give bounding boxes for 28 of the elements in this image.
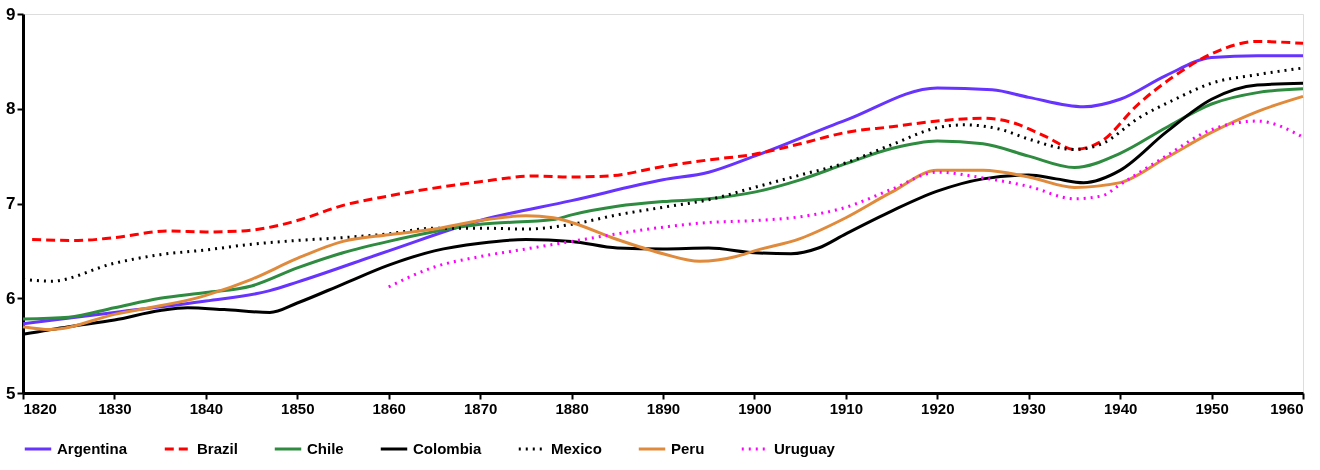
x-tick-label: 1820 bbox=[23, 399, 57, 417]
x-tick-label: 1870 bbox=[463, 399, 498, 417]
x-tick-label: 1850 bbox=[281, 399, 315, 417]
x-tick-label: 1930 bbox=[1012, 399, 1046, 417]
x-tick-label: 1830 bbox=[98, 399, 132, 417]
legend-label: Mexico bbox=[551, 440, 602, 457]
legend-label: Uruguay bbox=[774, 440, 836, 457]
legend-label: Chile bbox=[307, 440, 344, 457]
x-tick-label: 1890 bbox=[646, 399, 681, 417]
legend-label: Argentina bbox=[57, 440, 128, 457]
y-tick-label: 7 bbox=[6, 194, 16, 213]
x-tick-label: 1920 bbox=[921, 399, 955, 417]
x-tick-label: 1900 bbox=[738, 399, 772, 417]
y-tick-label: 5 bbox=[6, 383, 16, 403]
x-tick-label: 1860 bbox=[372, 399, 406, 417]
x-tick-label: 1960 bbox=[1270, 399, 1304, 417]
legend-label: Brazil bbox=[197, 440, 238, 457]
x-tick-label: 1910 bbox=[829, 399, 864, 417]
legend-label: Peru bbox=[671, 440, 705, 457]
y-tick-label: 9 bbox=[6, 4, 16, 24]
x-tick-label: 1950 bbox=[1195, 399, 1229, 417]
x-tick-label: 1880 bbox=[555, 399, 589, 417]
x-tick-label: 1840 bbox=[189, 399, 224, 417]
y-tick-label: 8 bbox=[6, 99, 16, 119]
x-tick-label: 1940 bbox=[1103, 399, 1138, 417]
y-tick-label: 6 bbox=[6, 288, 16, 308]
line-series bbox=[30, 39, 1305, 242]
legend-label: Colombia bbox=[413, 440, 482, 457]
